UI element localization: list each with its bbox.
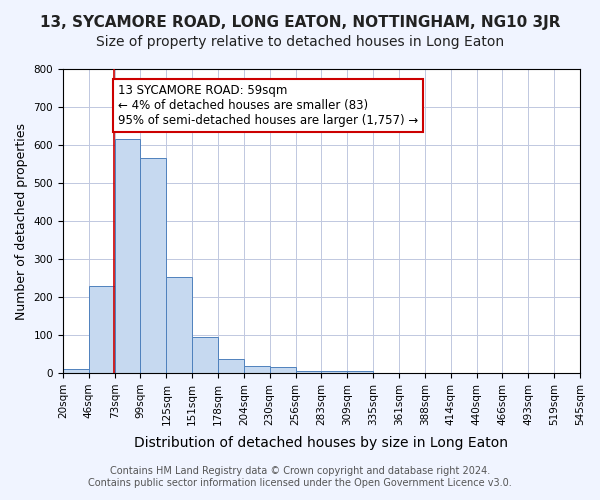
Text: 13, SYCAMORE ROAD, LONG EATON, NOTTINGHAM, NG10 3JR: 13, SYCAMORE ROAD, LONG EATON, NOTTINGHA… bbox=[40, 15, 560, 30]
Text: Size of property relative to detached houses in Long Eaton: Size of property relative to detached ho… bbox=[96, 35, 504, 49]
Bar bbox=[218, 359, 244, 373]
X-axis label: Distribution of detached houses by size in Long Eaton: Distribution of detached houses by size … bbox=[134, 436, 508, 450]
Bar bbox=[140, 158, 166, 373]
Bar bbox=[166, 278, 192, 373]
Bar bbox=[244, 366, 270, 373]
Bar bbox=[322, 371, 347, 373]
Text: Contains HM Land Registry data © Crown copyright and database right 2024.
Contai: Contains HM Land Registry data © Crown c… bbox=[88, 466, 512, 487]
Bar bbox=[347, 371, 373, 373]
Bar bbox=[270, 367, 296, 373]
Text: 13 SYCAMORE ROAD: 59sqm
← 4% of detached houses are smaller (83)
95% of semi-det: 13 SYCAMORE ROAD: 59sqm ← 4% of detached… bbox=[118, 84, 418, 127]
Bar bbox=[89, 286, 115, 373]
Y-axis label: Number of detached properties: Number of detached properties bbox=[15, 122, 28, 320]
Bar bbox=[115, 139, 140, 373]
Bar bbox=[192, 337, 218, 373]
Bar bbox=[296, 371, 322, 373]
Bar bbox=[63, 369, 89, 373]
